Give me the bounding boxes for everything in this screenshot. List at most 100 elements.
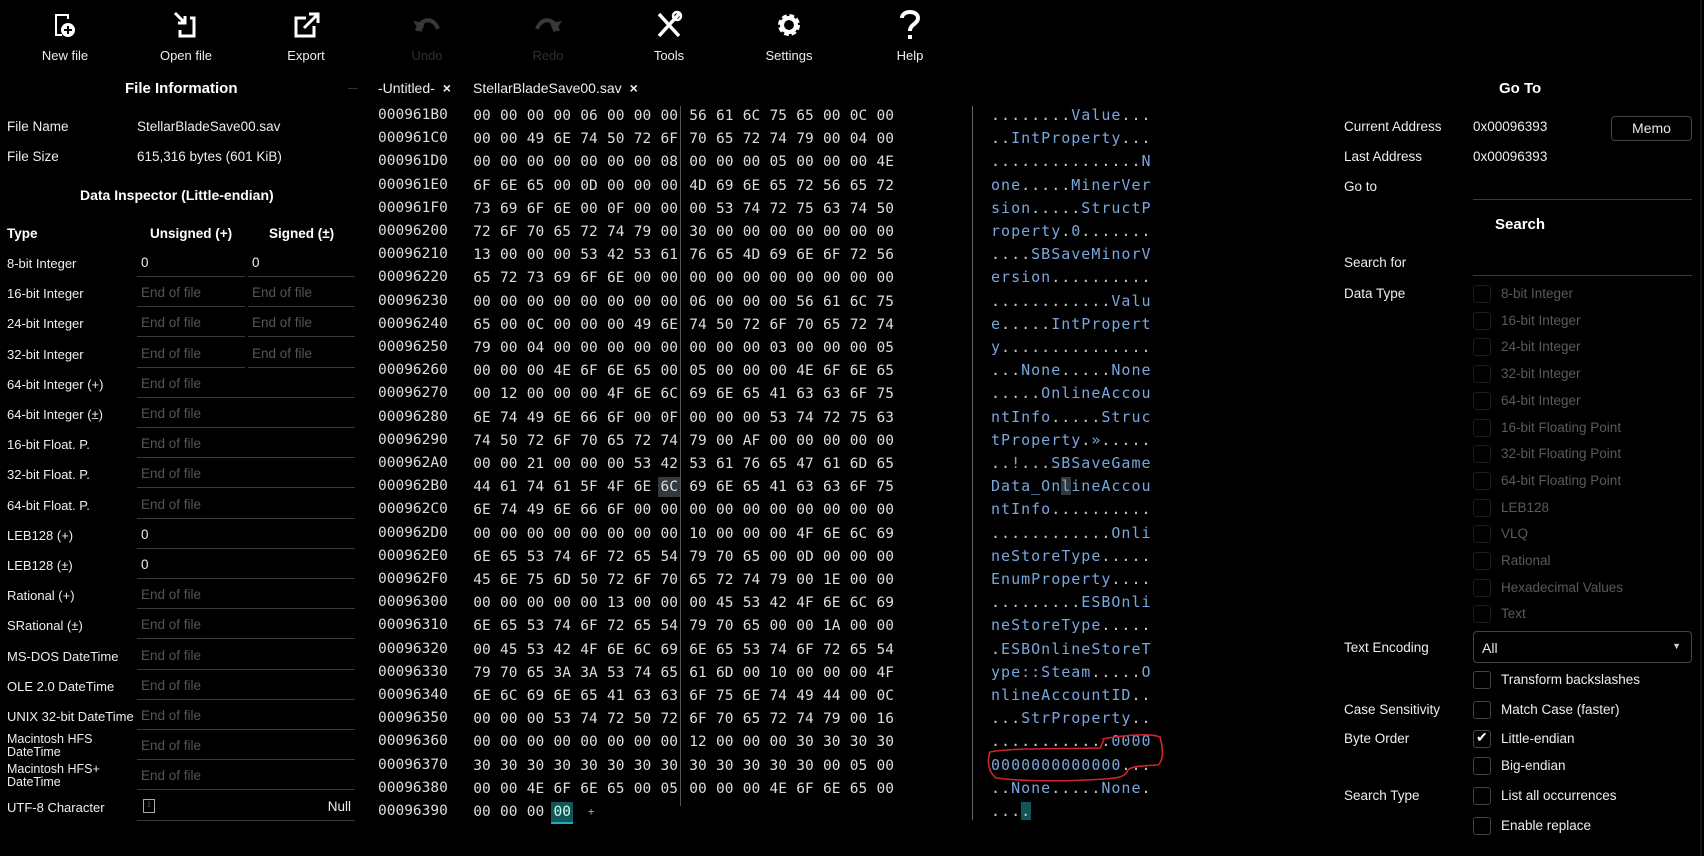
- ascii-char[interactable]: 0: [1061, 755, 1072, 774]
- hex-byte[interactable]: 00: [876, 757, 894, 774]
- hex-byte[interactable]: 6C: [660, 386, 678, 403]
- hex-byte[interactable]: 42: [553, 641, 571, 658]
- hex-byte[interactable]: 74: [473, 432, 491, 449]
- hex-byte[interactable]: 65: [769, 177, 787, 194]
- hex-byte[interactable]: 6E: [500, 177, 518, 194]
- hex-byte[interactable]: 00: [580, 293, 598, 310]
- hex-byte[interactable]: 00: [823, 502, 841, 519]
- hex-byte[interactable]: 69: [876, 525, 894, 542]
- inspector-unsigned-value[interactable]: 0: [137, 551, 355, 579]
- hex-byte[interactable]: 72: [473, 224, 491, 240]
- ascii-char[interactable]: .: [1081, 152, 1092, 171]
- ascii-char[interactable]: 0: [1011, 755, 1022, 774]
- ascii-char[interactable]: e: [1121, 314, 1132, 333]
- ascii-char[interactable]: .: [1001, 314, 1012, 333]
- ascii-char[interactable]: .: [1051, 106, 1062, 124]
- ascii-char[interactable]: .: [1081, 338, 1092, 356]
- ascii-char[interactable]: S: [1011, 616, 1022, 635]
- hex-byte[interactable]: 4F: [796, 525, 814, 542]
- inspector-unsigned-value[interactable]: End of file: [137, 491, 355, 519]
- ascii-char[interactable]: V: [1071, 106, 1082, 124]
- hex-byte[interactable]: 75: [796, 200, 814, 217]
- hex-byte[interactable]: 00: [526, 711, 545, 728]
- hex-byte[interactable]: 00: [580, 316, 598, 333]
- ascii-char[interactable]: e: [1021, 222, 1032, 240]
- hex-byte[interactable]: 63: [633, 688, 652, 704]
- ascii-char[interactable]: .: [1111, 222, 1122, 240]
- ascii-char[interactable]: t: [1141, 314, 1152, 333]
- ascii-char[interactable]: 0: [1111, 732, 1122, 751]
- hex-byte[interactable]: 00: [796, 618, 814, 635]
- ascii-char[interactable]: .: [1021, 802, 1032, 820]
- hex-byte[interactable]: 00: [716, 502, 734, 519]
- ascii-char[interactable]: .: [1131, 686, 1142, 704]
- hex-byte[interactable]: 6E: [823, 780, 841, 797]
- ascii-char[interactable]: .: [1051, 523, 1062, 542]
- ascii-char[interactable]: s: [1011, 268, 1022, 287]
- hex-byte[interactable]: 72: [716, 572, 734, 588]
- hex-byte[interactable]: 74: [580, 711, 598, 728]
- hex-byte[interactable]: 65: [742, 548, 761, 565]
- hex-byte[interactable]: 6C: [849, 293, 868, 310]
- hex-byte[interactable]: 00: [551, 802, 574, 824]
- ascii-char[interactable]: .: [1141, 709, 1152, 728]
- ascii-char[interactable]: .: [1031, 106, 1042, 124]
- hex-byte[interactable]: 21: [526, 456, 545, 472]
- ascii-char[interactable]: t: [1001, 500, 1012, 519]
- hex-byte[interactable]: 6F: [473, 177, 491, 194]
- ascii-char[interactable]: o: [991, 175, 1002, 194]
- hex-byte[interactable]: 53: [742, 595, 761, 612]
- hex-byte[interactable]: 65: [633, 548, 652, 565]
- hex-byte[interactable]: 00: [689, 409, 707, 426]
- hex-byte[interactable]: 72: [580, 224, 598, 240]
- hex-byte[interactable]: 00: [473, 595, 491, 612]
- hex-byte[interactable]: 6F: [796, 641, 814, 658]
- ascii-char[interactable]: .: [1041, 291, 1052, 310]
- ascii-char[interactable]: .: [1111, 546, 1122, 565]
- hex-byte[interactable]: 69: [553, 270, 571, 287]
- ascii-char[interactable]: .: [1121, 106, 1132, 124]
- hex-byte[interactable]: 6E: [849, 363, 868, 380]
- ascii-char[interactable]: »: [1091, 430, 1102, 449]
- ascii-char[interactable]: .: [991, 291, 1002, 310]
- ascii-char[interactable]: r: [1041, 616, 1052, 635]
- ascii-char[interactable]: e: [1091, 709, 1102, 728]
- hex-byte[interactable]: 72: [823, 409, 841, 426]
- hex-byte[interactable]: 00: [580, 595, 598, 612]
- hex-byte[interactable]: 49: [526, 409, 545, 426]
- hex-byte[interactable]: 00: [473, 108, 491, 124]
- ascii-char[interactable]: _: [1031, 477, 1042, 496]
- ascii-char[interactable]: r: [1081, 570, 1092, 588]
- hex-byte[interactable]: 00: [553, 595, 571, 612]
- ascii-char[interactable]: .: [1041, 198, 1052, 217]
- ascii-char[interactable]: 0: [1111, 755, 1122, 774]
- hex-byte[interactable]: 6E: [473, 548, 491, 565]
- hex-byte[interactable]: 08: [660, 154, 678, 171]
- hex-byte[interactable]: 00: [607, 154, 625, 171]
- ascii-char[interactable]: .: [1051, 338, 1062, 356]
- hex-byte[interactable]: 12: [689, 734, 707, 751]
- ascii-char[interactable]: .: [1061, 152, 1072, 171]
- ascii-char[interactable]: n: [1031, 778, 1042, 797]
- ascii-char[interactable]: m: [1021, 570, 1032, 588]
- ascii-char[interactable]: e: [1051, 361, 1062, 380]
- hex-byte[interactable]: 74: [500, 502, 518, 519]
- hex-byte[interactable]: 30: [769, 757, 787, 774]
- hex-byte[interactable]: 00: [660, 340, 678, 356]
- hex-byte[interactable]: 65: [607, 432, 625, 449]
- ascii-char[interactable]: E: [1081, 593, 1092, 612]
- ascii-char[interactable]: t: [1051, 662, 1062, 681]
- hex-byte[interactable]: 74: [769, 641, 787, 658]
- ascii-char[interactable]: .: [1061, 291, 1072, 310]
- ascii-char[interactable]: B: [1101, 593, 1112, 612]
- ascii-char[interactable]: .: [1101, 291, 1112, 310]
- hex-byte[interactable]: 30: [526, 757, 545, 774]
- ascii-char[interactable]: c: [1121, 477, 1132, 496]
- data-type-checkbox[interactable]: [1473, 498, 1491, 517]
- hex-byte[interactable]: 53: [607, 664, 625, 681]
- ascii-char[interactable]: .: [991, 709, 1002, 728]
- hex-byte[interactable]: 4E: [769, 780, 787, 797]
- ascii-char[interactable]: .: [1071, 407, 1082, 426]
- hex-byte[interactable]: 00: [742, 293, 761, 310]
- hex-byte[interactable]: 1A: [823, 618, 841, 635]
